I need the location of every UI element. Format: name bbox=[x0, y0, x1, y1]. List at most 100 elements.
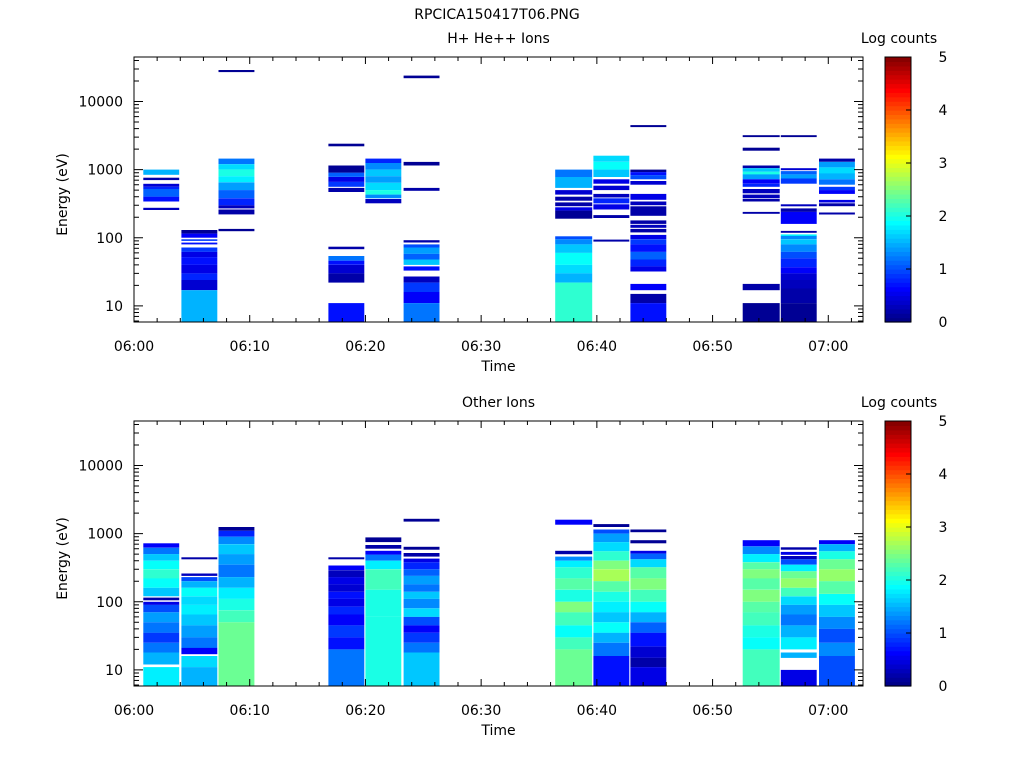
heatmap-cell bbox=[630, 251, 667, 260]
colorbar-swatch bbox=[885, 513, 911, 519]
heatmap-cell bbox=[742, 637, 780, 650]
colorbar-swatch bbox=[885, 637, 911, 643]
heatmap-cell bbox=[181, 604, 218, 615]
heatmap-cell bbox=[780, 559, 817, 565]
colorbar-swatch bbox=[885, 469, 911, 475]
heatmap-cell bbox=[593, 591, 630, 602]
heatmap-cell bbox=[593, 193, 630, 198]
heatmap-cell bbox=[143, 543, 180, 548]
heatmap-cell bbox=[593, 642, 630, 656]
heatmap-cell bbox=[403, 608, 440, 617]
colorbar-swatch bbox=[885, 553, 911, 559]
heatmap-cell bbox=[630, 589, 667, 602]
heatmap-cell bbox=[328, 177, 365, 182]
colorbar-swatch bbox=[885, 180, 911, 186]
heatmap-cell bbox=[403, 546, 440, 550]
heatmap-cell bbox=[555, 282, 593, 322]
heatmap-cell bbox=[780, 637, 817, 650]
heatmap-cell bbox=[742, 601, 780, 613]
heatmap-cell bbox=[328, 591, 365, 599]
heatmap-cell bbox=[143, 578, 180, 588]
colorbar-swatch bbox=[885, 216, 911, 222]
colorbar-swatch bbox=[885, 602, 911, 608]
heatmap-cell bbox=[780, 174, 817, 179]
heatmap-cell bbox=[630, 125, 667, 128]
heatmap-cell bbox=[742, 168, 780, 172]
colorbar-swatch bbox=[885, 663, 911, 669]
heatmap-cell bbox=[593, 612, 630, 623]
heatmap-cell bbox=[365, 163, 402, 170]
colorbar-swatch bbox=[885, 251, 911, 257]
heatmap-cell bbox=[593, 529, 630, 534]
heatmap-cell bbox=[328, 649, 365, 686]
colorbar-swatch bbox=[885, 114, 911, 120]
heatmap-cell bbox=[593, 632, 630, 643]
colorbar-tick-label: 4 bbox=[939, 467, 948, 483]
heatmap-cell bbox=[555, 649, 593, 686]
heatmap-cell bbox=[555, 273, 593, 283]
heatmap-cell bbox=[630, 259, 667, 267]
heatmap-cell bbox=[780, 614, 817, 626]
heatmap-cell bbox=[742, 554, 780, 563]
heatmap-cell bbox=[328, 614, 365, 626]
colorbar-frame bbox=[884, 56, 912, 323]
heatmap-cell bbox=[780, 211, 817, 224]
colorbar-swatch bbox=[885, 61, 911, 67]
heatmap-cell bbox=[555, 560, 593, 568]
colorbar-swatch bbox=[885, 668, 911, 674]
colorbar-swatch bbox=[885, 92, 911, 98]
heatmap-cell bbox=[403, 266, 440, 271]
heatmap-cell bbox=[143, 667, 180, 686]
heatmap-cell bbox=[143, 601, 180, 605]
heatmap-cell bbox=[403, 187, 440, 191]
heatmap-cell bbox=[181, 273, 218, 280]
heatmap-cell bbox=[181, 647, 218, 655]
heatmap-cell bbox=[143, 189, 180, 197]
heatmap-cell bbox=[365, 199, 402, 204]
y-tick-label: 10000 bbox=[78, 95, 123, 111]
x-tick-label: 07:00 bbox=[808, 339, 848, 355]
colorbar-swatch bbox=[885, 460, 911, 466]
heatmap-cell bbox=[742, 625, 780, 638]
heatmap-cell bbox=[780, 571, 817, 579]
heatmap-cell bbox=[143, 183, 180, 187]
heatmap-cell bbox=[365, 550, 402, 555]
heatmap-cell bbox=[630, 303, 667, 322]
colorbar-label: Log counts bbox=[861, 31, 937, 47]
heatmap-cell bbox=[328, 181, 365, 187]
colorbar-swatch bbox=[885, 149, 911, 155]
colorbar-swatch bbox=[885, 163, 911, 169]
heatmap-cell bbox=[218, 564, 255, 578]
x-tick-label: 06:00 bbox=[114, 339, 154, 355]
heatmap-cell bbox=[742, 612, 780, 626]
heatmap-cell bbox=[555, 264, 593, 274]
colorbar-swatch bbox=[885, 456, 911, 462]
heatmap-cell bbox=[143, 642, 180, 653]
y-tick-label: 1000 bbox=[87, 527, 123, 543]
colorbar-swatch bbox=[885, 580, 911, 586]
heatmap-cell bbox=[819, 199, 855, 203]
heatmap-cell bbox=[593, 239, 630, 242]
heatmap-cell bbox=[630, 622, 667, 633]
heatmap-cell bbox=[403, 303, 440, 322]
heatmap-cell bbox=[403, 75, 440, 79]
colorbar-swatch bbox=[885, 619, 911, 625]
heatmap-cell bbox=[819, 179, 855, 185]
heatmap-cell bbox=[630, 646, 667, 658]
heatmap-cell bbox=[181, 257, 218, 265]
heatmap-cell bbox=[181, 280, 218, 291]
heatmap-cell bbox=[403, 584, 440, 592]
heatmap-cell bbox=[742, 589, 780, 602]
heatmap-cell bbox=[819, 203, 855, 207]
x-tick-label: 06:50 bbox=[692, 703, 732, 719]
plot-frame bbox=[133, 56, 864, 323]
heatmap-cell bbox=[780, 168, 817, 171]
colorbar-tick-label: 4 bbox=[939, 103, 948, 119]
colorbar-swatch bbox=[885, 286, 911, 292]
heatmap-cell bbox=[403, 652, 440, 686]
heatmap-cell bbox=[555, 625, 593, 638]
heatmap-cell bbox=[780, 239, 817, 245]
heatmap-cell bbox=[780, 303, 817, 322]
